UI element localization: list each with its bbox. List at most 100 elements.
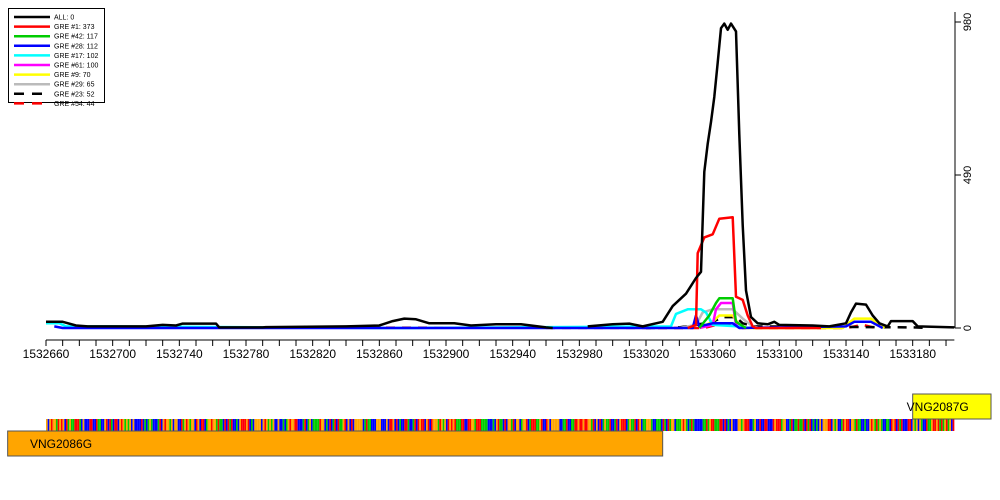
legend-label: GRE #42: 117 xyxy=(54,34,98,41)
sequence-base xyxy=(664,419,667,431)
sequence-base xyxy=(822,419,825,431)
sequence-base xyxy=(684,419,687,431)
sequence-base xyxy=(864,419,867,431)
sequence-base xyxy=(842,419,845,431)
sequence-base xyxy=(549,419,552,431)
sequence-base xyxy=(727,419,730,431)
sequence-base xyxy=(397,419,400,431)
sequence-base xyxy=(136,419,138,431)
sequence-base xyxy=(796,419,798,431)
sequence-base xyxy=(812,419,815,431)
sequence-base xyxy=(206,419,208,431)
sequence-base xyxy=(507,419,510,431)
sequence-base xyxy=(919,419,922,431)
sequence-base xyxy=(214,419,217,431)
sequence-base xyxy=(754,419,757,431)
sequence-base xyxy=(941,419,943,431)
sequence-base xyxy=(196,419,198,431)
sequence-base xyxy=(682,419,685,431)
sequence-base xyxy=(641,419,643,431)
sequence-base xyxy=(176,419,178,431)
sequence-base xyxy=(771,419,773,431)
sequence-base xyxy=(262,419,265,431)
sequence-base xyxy=(662,419,665,431)
sequence-base xyxy=(606,419,608,431)
sequence-base xyxy=(801,419,803,431)
sequence-base xyxy=(96,419,98,431)
sequence-base xyxy=(946,419,948,431)
sequence-base xyxy=(289,419,292,431)
x-tick-label: 1533060 xyxy=(689,347,736,361)
sequence-base xyxy=(679,419,682,431)
sequence-base xyxy=(736,419,738,431)
sequence-base xyxy=(221,419,223,431)
sequence-base xyxy=(661,419,663,431)
sequence-base xyxy=(182,419,185,431)
sequence-base xyxy=(852,419,855,431)
sequence-base xyxy=(69,419,72,431)
sequence-base xyxy=(236,419,238,431)
sequence-base xyxy=(577,419,580,431)
sequence-base xyxy=(392,419,395,431)
sequence-base xyxy=(497,419,500,431)
sequence-base xyxy=(424,419,427,431)
sequence-base xyxy=(309,419,312,431)
sequence-base xyxy=(826,419,828,431)
sequence-base xyxy=(242,419,245,431)
sequence-base xyxy=(674,419,677,431)
sequence-base xyxy=(161,419,163,431)
sequence-base xyxy=(596,419,598,431)
x-tick-label: 1533020 xyxy=(623,347,670,361)
sequence-base xyxy=(394,419,397,431)
sequence-base xyxy=(164,419,167,431)
sequence-base xyxy=(697,419,700,431)
sequence-base xyxy=(896,419,898,431)
sequence-base xyxy=(264,419,267,431)
sequence-base xyxy=(99,419,102,431)
sequence-base xyxy=(156,419,158,431)
sequence-base xyxy=(689,419,692,431)
sequence-base xyxy=(454,419,457,431)
sequence-base xyxy=(282,419,285,431)
sequence-base xyxy=(371,419,373,431)
sequence-base xyxy=(506,419,508,431)
sequence-base xyxy=(692,419,695,431)
sequence-base xyxy=(467,419,470,431)
sequence-base xyxy=(607,419,610,431)
sequence-base xyxy=(781,419,783,431)
sequence-base xyxy=(179,419,182,431)
sequence-base xyxy=(324,419,327,431)
x-tick-label: 1533100 xyxy=(756,347,803,361)
sequence-base xyxy=(616,419,618,431)
sequence-base xyxy=(766,419,768,431)
sequence-base xyxy=(97,419,100,431)
sequence-base xyxy=(562,419,565,431)
y-tick-label: 490 xyxy=(962,166,974,184)
sequence-base xyxy=(446,419,448,431)
sequence-base xyxy=(61,419,63,431)
sequence-base xyxy=(899,419,902,431)
sequence-base xyxy=(829,419,832,431)
sequence-base xyxy=(484,419,487,431)
sequence-base xyxy=(816,419,818,431)
sequence-base xyxy=(849,419,852,431)
sequence-base xyxy=(459,419,462,431)
sequence-base xyxy=(636,419,638,431)
sequence-base xyxy=(786,419,788,431)
sequence-base xyxy=(116,419,118,431)
sequence-base xyxy=(331,419,333,431)
sequence-base xyxy=(441,419,443,431)
legend-label: ALL: 0 xyxy=(54,15,74,22)
sequence-base xyxy=(622,419,625,431)
gene-box xyxy=(7,430,664,457)
sequence-base xyxy=(811,419,813,431)
sequence-base xyxy=(142,419,145,431)
sequence-base xyxy=(434,419,437,431)
sequence-base xyxy=(514,419,517,431)
sequence-base xyxy=(162,419,165,431)
sequence-base xyxy=(782,419,785,431)
series-lines xyxy=(46,22,955,330)
sequence-base xyxy=(377,419,380,431)
sequence-base xyxy=(111,419,113,431)
